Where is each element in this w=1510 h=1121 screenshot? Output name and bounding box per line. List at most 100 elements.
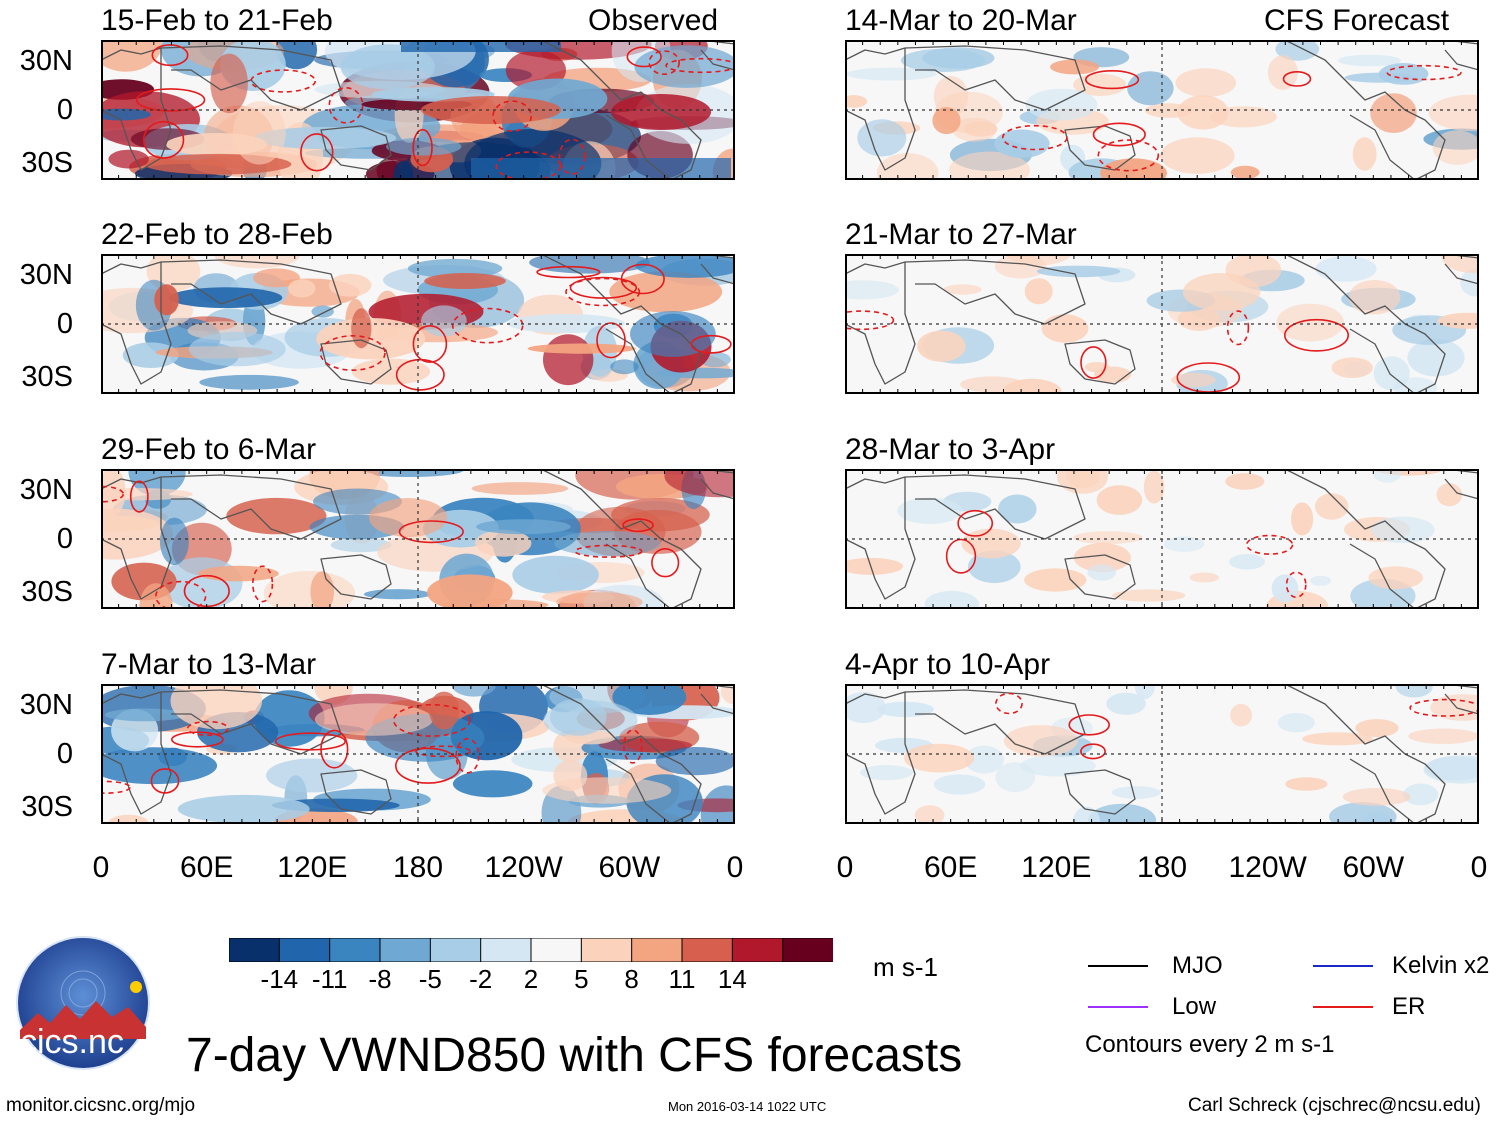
anomaly-blob	[826, 280, 899, 300]
legend-note: Contours every 2 m s-1	[1085, 1031, 1335, 1058]
colorbar-swatch	[228, 937, 281, 963]
er-contour	[319, 335, 386, 372]
er-contour	[252, 565, 274, 603]
anomaly-blob	[1302, 732, 1373, 746]
x-tick-label: 120E	[277, 851, 348, 884]
anomaly-blob	[1229, 554, 1265, 570]
coastline	[160, 45, 342, 111]
anomaly-blob	[1175, 68, 1237, 98]
anomaly-blob	[253, 268, 300, 288]
y-tick-label: 30N	[19, 474, 73, 506]
right-panel-title-2: 21-Mar to 27-Mar	[845, 218, 1077, 251]
anomaly-blob	[471, 482, 569, 495]
anomaly-blob	[968, 550, 1021, 584]
right-map-svg-2	[826, 236, 1504, 406]
colorbar-swatch	[379, 937, 432, 963]
er-contour	[392, 703, 471, 737]
anomaly-blob	[188, 331, 286, 367]
legend-label-er: ER	[1392, 993, 1426, 1020]
cics-logo: cics.nc	[8, 935, 158, 1071]
er-contour	[395, 358, 445, 391]
er-contour	[186, 720, 229, 737]
coastline	[100, 47, 172, 171]
x-tick-label: 0	[1470, 851, 1488, 884]
anomaly-blob	[598, 738, 692, 752]
anomaly-blob	[1408, 728, 1480, 744]
legend-label-mjo: MJO	[1172, 952, 1223, 979]
er-contour	[648, 50, 681, 76]
x-tick-label: 180	[1136, 851, 1188, 884]
x-tick-label: 60E	[923, 851, 978, 884]
anomaly-blob	[1370, 93, 1417, 133]
anomaly-blob	[635, 253, 745, 278]
anomaly-blob	[340, 44, 435, 90]
er-contour	[171, 731, 224, 748]
colorbar-tick-label: -14	[260, 964, 299, 994]
er-contour	[129, 480, 149, 513]
er-contour	[394, 747, 461, 784]
colorbar-tick-label: 14	[717, 964, 747, 994]
anomaly-blob	[512, 555, 599, 594]
anomaly-blob	[554, 530, 661, 557]
er-contour	[569, 276, 638, 299]
anomaly-blob	[1315, 256, 1377, 282]
er-contour	[558, 138, 586, 175]
anomaly-blob	[917, 330, 966, 362]
cfs-forecast-label: CFS Forecast	[1264, 4, 1450, 37]
colorbar	[228, 937, 834, 963]
anomaly-blob	[1352, 137, 1377, 171]
anomaly-blob	[1073, 531, 1143, 544]
coastline	[320, 339, 392, 385]
colorbar-tick-label: -2	[469, 964, 493, 994]
colorbar-swatch	[782, 937, 834, 963]
y-tick-label: 0	[56, 523, 73, 555]
x-tick-label: 120W	[1228, 851, 1307, 884]
anomaly-blob	[964, 745, 1004, 774]
er-contour	[596, 322, 626, 359]
er-contour	[412, 325, 448, 364]
anomaly-blob	[952, 117, 997, 142]
anomaly-blob	[1371, 516, 1435, 544]
colorbar-swatch	[681, 937, 734, 963]
anomaly-blob	[1407, 339, 1465, 377]
x-tick-label: 60W	[1342, 851, 1405, 884]
er-contour	[651, 547, 680, 578]
left-map-svg-3	[56, 447, 776, 631]
anomaly-blob	[1271, 574, 1299, 603]
anomaly-blob	[226, 497, 327, 535]
anomaly-blob	[177, 794, 310, 824]
anomaly-blob	[311, 305, 334, 318]
x-tick-label: 60E	[179, 851, 234, 884]
right-map-panel-1	[840, 37, 1510, 193]
coastline	[904, 45, 1086, 111]
colorbar-tick-label: -5	[418, 964, 442, 994]
anomaly-blob	[1003, 725, 1078, 757]
colorbar-swatch	[731, 937, 784, 963]
observed-label: Observed	[588, 4, 719, 37]
anomaly-blob	[328, 273, 372, 297]
er-contour	[1283, 318, 1349, 352]
er-contour	[565, 277, 641, 307]
er-contour	[415, 745, 472, 758]
er-contour	[135, 88, 206, 112]
anomaly-blob	[1025, 88, 1098, 121]
right-map-panel-4	[841, 670, 1500, 838]
anomaly-blob	[914, 805, 945, 825]
left-map-svg-1	[46, 16, 754, 201]
coastline	[320, 125, 392, 171]
er-contour	[995, 692, 1023, 715]
er-contour	[300, 133, 334, 172]
legend-line-mjo	[1088, 965, 1148, 967]
anomaly-blob	[1291, 502, 1314, 536]
legend-label-low: Low	[1172, 993, 1217, 1020]
right-panel-title-4: 4-Apr to 10-Apr	[845, 648, 1051, 681]
anomaly-blob	[1189, 572, 1220, 583]
colorbar-swatch	[580, 937, 633, 963]
coastline	[540, 39, 702, 181]
anomaly-blob	[860, 765, 913, 781]
colorbar-tick-label: -11	[311, 964, 348, 994]
anomaly-blob	[1348, 280, 1401, 315]
anomaly-blob	[1276, 303, 1345, 342]
anomaly-blob	[1338, 54, 1401, 67]
anomaly-blob	[386, 137, 462, 156]
